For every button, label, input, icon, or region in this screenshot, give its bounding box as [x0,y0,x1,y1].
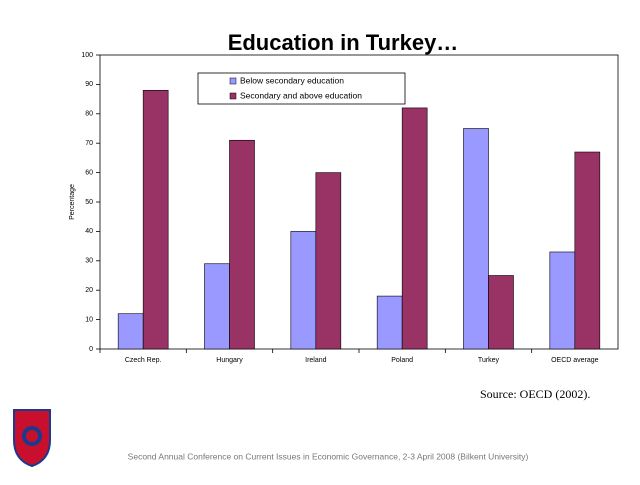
y-tick-label: 10 [85,316,93,323]
y-tick-label: 40 [85,228,93,235]
x-tick-label: Poland [391,357,413,364]
legend-label: Below secondary education [240,75,344,85]
y-tick-label: 30 [85,258,93,265]
bar [290,231,317,350]
x-tick-label: Czech Rep. [125,357,162,364]
x-tick-label: OECD average [551,357,599,364]
legend-label: Secondary and above education [240,90,362,100]
y-tick-label: 60 [85,169,93,176]
x-tick-label: Hungary [216,357,243,364]
legend-swatch [229,77,237,85]
bar [376,295,403,350]
bar [463,128,489,350]
y-tick-label: 0 [89,346,93,353]
bar [117,313,144,350]
bar [401,107,428,350]
chart-title: Education in Turkey… [228,30,459,55]
y-tick-label: 20 [85,287,93,294]
y-tick-label: 70 [85,140,93,147]
y-tick-label: 50 [85,199,93,206]
bar [204,263,230,350]
x-tick-label: Turkey [478,357,500,364]
x-tick-label: Ireland [305,357,327,364]
y-tick-label: 80 [85,111,93,118]
y-axis-label: Percentage [69,184,76,220]
footer: Second Annual Conference on Current Issu… [128,451,529,461]
bar [574,151,601,350]
bar [549,251,576,350]
bar [488,275,514,350]
y-tick-label: 100 [81,52,93,59]
legend-swatch [229,92,237,100]
bar [142,89,169,350]
bar [315,172,342,350]
bar [229,139,255,350]
source-note: Source: OECD (2002). [480,387,590,401]
logo [13,409,51,468]
y-tick-label: 90 [85,81,93,88]
